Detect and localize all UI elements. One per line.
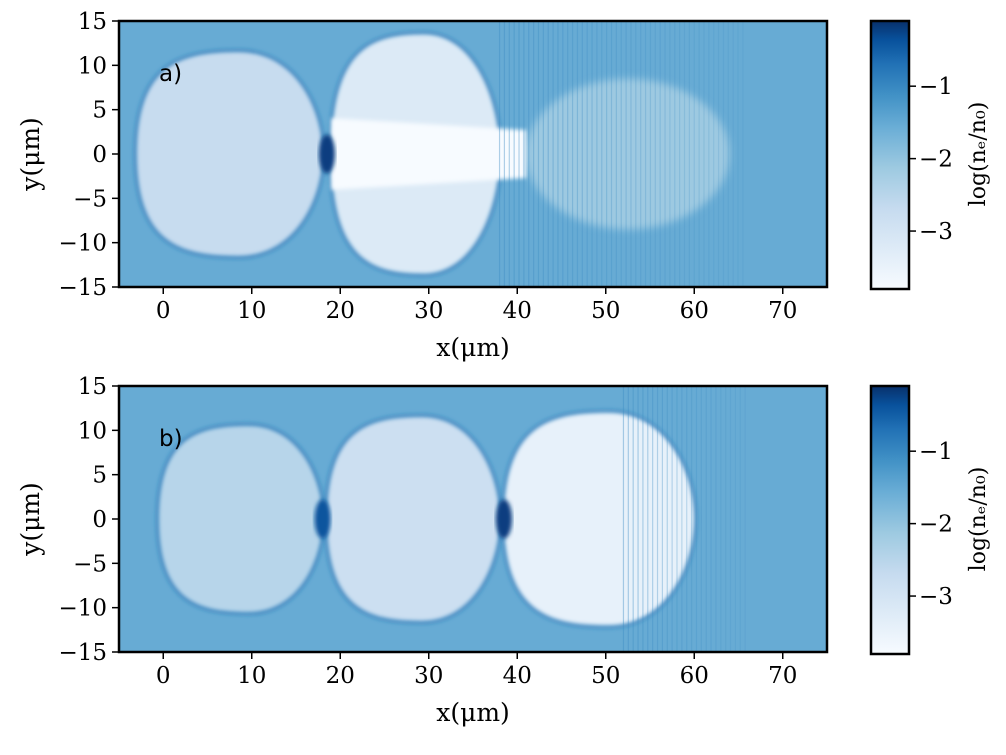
y-axis-label: y(μm) xyxy=(16,117,45,192)
heatmap-area xyxy=(119,386,827,652)
x-tick-label: 30 xyxy=(414,298,443,324)
y-tick-label: 5 xyxy=(92,98,107,124)
panel-a: 0 10 20 30 40 50 60 70 −15 −10 −5 0 5 10 15 x(μm) y(μm) a… xyxy=(16,9,991,362)
colorbar-tick-label: −2 xyxy=(919,512,953,538)
faint-region xyxy=(526,78,730,230)
colorbar-tick-label: −3 xyxy=(919,584,953,610)
colorbar: −1 −2 −3 log(nₑ/n₀) xyxy=(869,384,991,656)
colorbar-frame xyxy=(869,19,911,291)
x-tick-label: 10 xyxy=(237,298,266,324)
y-tick-label: −5 xyxy=(73,551,107,577)
y-tick-label: −15 xyxy=(58,640,107,666)
y-tick-label: 5 xyxy=(92,463,107,489)
colorbar-gradient xyxy=(871,386,909,654)
y-tick-label: 15 xyxy=(78,374,107,400)
x-tick-label: 40 xyxy=(503,298,532,324)
colorbar-tick-label: −1 xyxy=(919,439,953,465)
panel-b: 0 10 20 30 40 50 60 70 −15 −10 −5 0 5 10 15 x(μm) y(μm) b… xyxy=(16,374,991,727)
x-tick-label: 20 xyxy=(326,298,355,324)
y-tick-label: −10 xyxy=(58,231,107,257)
x-tick-label: 20 xyxy=(326,663,355,689)
density-spike xyxy=(319,134,335,174)
y-tick-label: 0 xyxy=(92,507,107,533)
y-tick-label: −15 xyxy=(58,275,107,301)
colorbar-label: log(nₑ/n₀) xyxy=(966,102,991,207)
x-tick-label: 60 xyxy=(680,298,709,324)
x-tick-label: 60 xyxy=(680,663,709,689)
panel-label: a) xyxy=(159,61,182,87)
x-tick-label: 0 xyxy=(156,663,171,689)
x-tick-label: 10 xyxy=(237,663,266,689)
x-tick-label: 0 xyxy=(156,298,171,324)
colorbar-gradient xyxy=(871,21,909,289)
density-spike xyxy=(496,499,512,539)
y-tick-label: 0 xyxy=(92,142,107,168)
colorbar-tick-label: −3 xyxy=(919,219,953,245)
colorbar-label: log(nₑ/n₀) xyxy=(966,467,991,572)
y-tick-label: −5 xyxy=(73,186,107,212)
y-tick-label: −10 xyxy=(58,596,107,622)
x-axis-label: x(μm) xyxy=(436,698,510,727)
colorbar-frame xyxy=(869,384,911,656)
x-axis-label: x(μm) xyxy=(436,333,510,362)
x-tick-label: 50 xyxy=(591,298,620,324)
cavity xyxy=(503,412,695,626)
x-tick-label: 70 xyxy=(768,663,797,689)
y-tick-label: 10 xyxy=(78,53,107,79)
y-tick-label: 10 xyxy=(78,418,107,444)
x-tick-label: 40 xyxy=(503,663,532,689)
colorbar-tick-label: −1 xyxy=(919,74,953,100)
colorbar-tick-label: −2 xyxy=(919,147,953,173)
panel-label: b) xyxy=(159,426,183,452)
cavity xyxy=(136,52,323,256)
density-spike xyxy=(314,499,331,539)
void-channel xyxy=(331,118,527,190)
modulation-band xyxy=(622,386,746,652)
x-tick-label: 70 xyxy=(768,298,797,324)
cavity xyxy=(326,417,500,621)
heatmap-area xyxy=(119,21,827,287)
y-axis-label: y(μm) xyxy=(16,482,45,557)
cavity xyxy=(158,425,323,613)
y-tick-label: 15 xyxy=(78,9,107,35)
colorbar: −1 −2 −3 log(nₑ/n₀) xyxy=(869,19,991,291)
x-tick-label: 30 xyxy=(414,663,443,689)
modulation-band xyxy=(498,21,744,287)
x-tick-label: 50 xyxy=(591,663,620,689)
